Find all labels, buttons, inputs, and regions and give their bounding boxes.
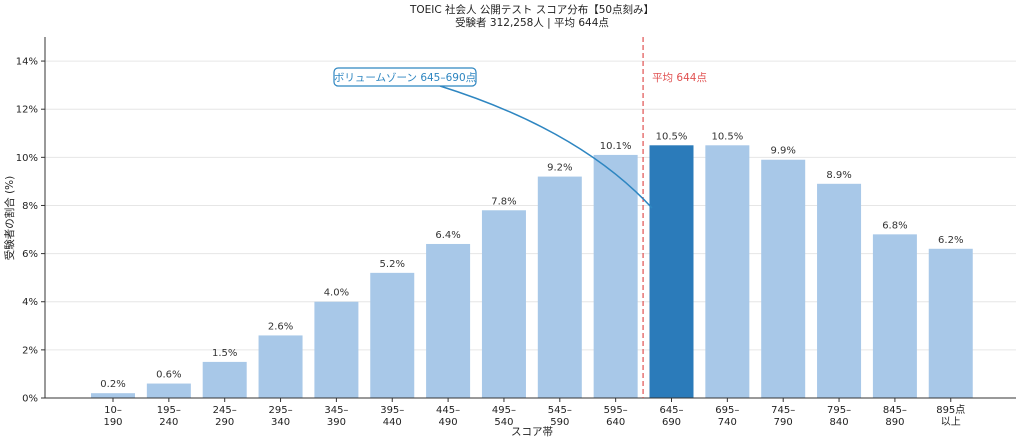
bar-value-label: 6.8% [882, 220, 907, 231]
y-tick-label: 4% [22, 297, 38, 308]
x-tick-label: 840 [830, 417, 849, 428]
x-tick-label: 890 [885, 417, 904, 428]
bar-value-label: 9.2% [547, 163, 572, 174]
bar [872, 234, 917, 398]
bar-value-label: 2.6% [268, 321, 293, 332]
bar [705, 145, 750, 398]
x-tick-label: 295– [269, 405, 293, 416]
x-tick-label: 645– [659, 405, 683, 416]
x-tick-label: 845– [883, 405, 907, 416]
x-tick-label: 以上 [941, 416, 961, 428]
x-tick-label: 545– [548, 405, 572, 416]
y-tick-label: 12% [16, 105, 38, 116]
annotation-arrow [439, 85, 653, 209]
y-axis-title: 受験者の割合 (%) [3, 176, 16, 261]
x-tick-label: 390 [327, 417, 346, 428]
bar-value-label: 10.5% [656, 131, 688, 142]
bar-value-label: 8.9% [826, 170, 851, 181]
bar [761, 159, 806, 398]
x-tick-label: 540 [494, 417, 513, 428]
bar [146, 383, 191, 398]
bar [91, 393, 135, 398]
x-tick-label: 790 [774, 417, 793, 428]
bar [258, 335, 303, 398]
y-tick-label: 0% [22, 394, 38, 405]
y-tick-label: 2% [22, 345, 38, 356]
y-tick-label: 10% [16, 153, 38, 164]
annotation-box [333, 67, 477, 87]
bar [202, 361, 247, 398]
x-tick-label: 445– [436, 405, 460, 416]
grid-lines [45, 60, 1016, 351]
bar [649, 145, 694, 398]
x-tick-label: 695– [715, 405, 739, 416]
x-tick-label: 595– [604, 405, 628, 416]
x-tick-label: 740 [718, 417, 737, 428]
x-tick-label: 640 [606, 417, 625, 428]
bar [928, 248, 973, 398]
bar-value-label: 1.5% [212, 348, 237, 359]
bar [537, 176, 582, 398]
bar-value-label: 4.0% [324, 288, 349, 299]
x-tick-label: 895点 [936, 404, 965, 416]
y-tick-label: 6% [22, 249, 38, 260]
x-tick-label: 745– [771, 405, 795, 416]
y-tick-label: 8% [22, 201, 38, 212]
bar [426, 243, 471, 398]
bar-value-label: 6.2% [938, 235, 963, 246]
x-tick-label: 245– [213, 405, 237, 416]
bar-value-label: 0.6% [156, 370, 181, 381]
x-tick-label: 690 [662, 417, 681, 428]
x-tick-label: 795– [827, 405, 851, 416]
x-tick-label: 340 [271, 417, 290, 428]
x-tick-label: 190 [103, 417, 122, 428]
bar [593, 154, 638, 398]
x-tick-label: 490 [439, 417, 458, 428]
bar [481, 210, 526, 398]
tick-labels: 0% 2% 4% 6% 8% 10% 12% 14% 10–190 195–240 245–290 2… [16, 57, 966, 428]
bar-value-label: 9.9% [770, 146, 795, 157]
x-tick-label: 440 [383, 417, 402, 428]
bar-value-label: 7.8% [491, 196, 516, 207]
bar [817, 183, 862, 398]
axes [41, 37, 1016, 402]
y-tick-label: 14% [16, 57, 38, 68]
bar-value-label: 0.2% [100, 379, 125, 390]
bars [91, 145, 973, 398]
bar-value-label: 10.5% [711, 131, 743, 142]
x-tick-label: 10– [104, 405, 122, 416]
bar-value-label: 5.2% [380, 259, 405, 270]
bar-value-label: 10.1% [600, 141, 632, 152]
overlays: 平均 644点 ボリュームゾーン 645–690点 [333, 37, 707, 398]
x-axis-title: スコア帯 [511, 425, 553, 438]
x-tick-label: 395– [380, 405, 404, 416]
bar [314, 301, 359, 398]
bar [370, 272, 415, 398]
x-tick-label: 195– [157, 405, 181, 416]
annotation-text: ボリュームゾーン 645–690点 [334, 72, 476, 84]
x-tick-label: 240 [159, 417, 178, 428]
value-labels: 0.2% 0.6% 1.5% 2.6% 4.0% 5.2% 6.4% 7.8% 9.2% 10.1… [100, 131, 963, 390]
x-tick-label: 495– [492, 405, 516, 416]
chart-subtitle: 受験者 312,258人 | 平均 644点 [455, 16, 609, 29]
x-tick-label: 345– [324, 405, 348, 416]
bar-value-label: 6.4% [435, 230, 460, 241]
x-tick-label: 590 [550, 417, 569, 428]
mean-line-label: 平均 644点 [652, 72, 707, 84]
x-tick-label: 290 [215, 417, 234, 428]
chart-title: TOEIC 社会人 公開テスト スコア分布【50点刻み】 [409, 3, 654, 16]
